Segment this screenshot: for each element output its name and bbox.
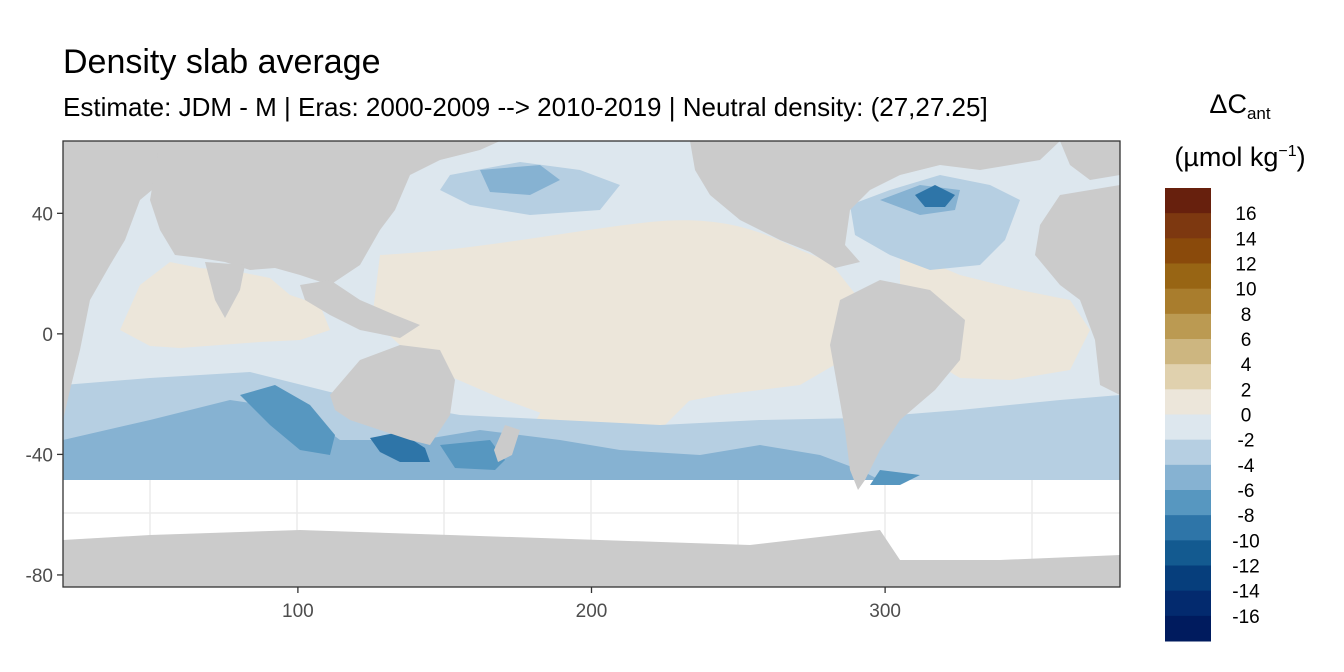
- legend-swatch: [1165, 313, 1211, 340]
- legend-title-main: ΔC: [1209, 89, 1247, 119]
- legend-label: -12: [1232, 557, 1259, 578]
- land-greenland: [1060, 141, 1120, 180]
- land-india: [205, 262, 245, 318]
- y-axis: 40 0 -40 -80: [26, 204, 63, 587]
- legend-label: 10: [1235, 280, 1256, 301]
- legend-label: 16: [1235, 204, 1256, 225]
- legend-swatch: [1165, 364, 1211, 390]
- land-eurasia: [150, 141, 500, 285]
- land-southeast-asia: [300, 280, 420, 338]
- x-tick-label: 200: [576, 601, 608, 622]
- legend-swatch: [1165, 288, 1211, 315]
- land-north-america: [690, 141, 1060, 268]
- y-tick-label: 0: [42, 325, 53, 346]
- legend-label: 2: [1241, 380, 1252, 401]
- legend-unit-sup: −1: [1278, 143, 1297, 160]
- legend-swatch: [1165, 263, 1211, 290]
- land-masses: [63, 141, 1120, 587]
- south-atlantic-anomaly: [870, 470, 920, 485]
- legend-label: 14: [1235, 229, 1257, 250]
- south-australia-anomaly: [370, 432, 430, 462]
- legend-swatch: [1165, 188, 1211, 214]
- legend-swatch: [1165, 515, 1211, 541]
- land-antarctica: [63, 530, 1120, 587]
- legend-swatch: [1165, 238, 1211, 264]
- legend-swatch: [1165, 590, 1211, 617]
- legend-label: -14: [1232, 582, 1260, 603]
- legend-label: -2: [1238, 431, 1255, 452]
- legend-label: 0: [1241, 406, 1252, 427]
- legend-unit-main: (µmol kg: [1174, 142, 1279, 172]
- x-tick-label: 300: [869, 601, 901, 622]
- legend-label: 8: [1241, 305, 1252, 326]
- legend-label: -16: [1232, 607, 1259, 628]
- land-south-america: [830, 280, 965, 490]
- chart-title: Density slab average: [63, 43, 381, 81]
- legend-label: 4: [1241, 355, 1252, 376]
- tasman-anomaly: [440, 440, 505, 470]
- legend-swatch: [1165, 439, 1211, 466]
- land-europe-africa-east: [1035, 185, 1120, 395]
- legend-title-sub: ant: [1246, 104, 1271, 123]
- legend-label: -6: [1238, 481, 1255, 502]
- chart-subtitle: Estimate: JDM - M | Eras: 2000-2009 --> …: [63, 92, 988, 122]
- land-australia: [330, 345, 455, 445]
- legend-label: -10: [1232, 531, 1259, 552]
- y-tick-label: -80: [26, 566, 53, 587]
- y-tick-label: -40: [26, 445, 53, 466]
- legend-swatch: [1165, 213, 1211, 239]
- land-new-zealand: [494, 425, 520, 462]
- legend-swatch: [1165, 339, 1211, 365]
- x-tick-label: 100: [282, 601, 314, 622]
- legend-swatch: [1165, 565, 1211, 592]
- y-tick-label: 40: [32, 204, 53, 225]
- legend-unit-close: ): [1296, 142, 1306, 172]
- legend-label: 6: [1241, 330, 1252, 351]
- land-africa: [63, 141, 170, 420]
- legend-swatch: [1165, 414, 1211, 441]
- equatorial-positive-band: [372, 220, 870, 420]
- legend-unit: (µmol kg−1): [1160, 132, 1320, 177]
- north-pacific-anomaly-strong: [480, 165, 560, 195]
- legend-swatch: [1165, 540, 1211, 566]
- north-atlantic-anomaly-core: [915, 185, 955, 207]
- legend-swatch: [1165, 490, 1211, 516]
- legend-swatch: [1165, 464, 1211, 491]
- legend-label: 12: [1235, 255, 1256, 276]
- legend-label: -4: [1238, 456, 1255, 477]
- x-axis: 100 200 300: [282, 587, 901, 622]
- legend-title: ΔCant: [1160, 84, 1320, 134]
- indian-ocean-anomaly: [240, 385, 335, 455]
- legend-swatch: [1165, 615, 1211, 642]
- legend-swatch: [1165, 389, 1211, 415]
- legend-label: -8: [1238, 506, 1255, 527]
